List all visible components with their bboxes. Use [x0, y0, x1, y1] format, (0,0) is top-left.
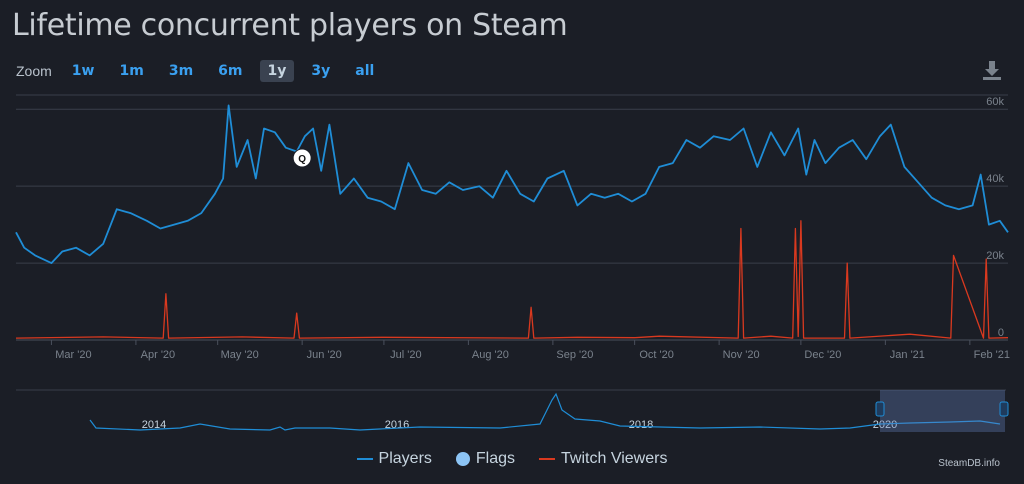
x-tick-label: Oct '20 — [639, 349, 674, 361]
y-axis-ticks: 0 20k 40k 60k — [986, 96, 1004, 339]
credit-label: SteamDB.info — [938, 458, 1000, 469]
series-layer — [15, 104, 1009, 339]
x-tick-label: Dec '20 — [804, 349, 841, 361]
zoom-1w-button[interactable]: 1w — [71, 63, 95, 79]
zoom-3y-button[interactable]: 3y — [311, 63, 331, 79]
grid-lines — [16, 94, 1008, 341]
x-tick-label: Mar '20 — [55, 349, 91, 361]
navigator-year-label: 2014 — [142, 419, 166, 431]
navigator-selection[interactable] — [880, 390, 1005, 432]
navigator-line — [89, 392, 1001, 431]
flag-marker[interactable] — [292, 148, 312, 168]
flag-marker-label: Q — [298, 154, 306, 165]
chart-title: Lifetime concurrent players on Steam — [12, 8, 568, 43]
x-tick-label: Apr '20 — [141, 349, 176, 361]
navigator-year-label: 2018 — [629, 419, 653, 431]
y-tick-label: 60k — [986, 96, 1004, 108]
legend-item-players[interactable]: Players — [356, 450, 432, 468]
zoom-bar: Zoom 1w 1m 3m 6m 1y 3y all — [16, 59, 391, 83]
x-tick-label: Jun '20 — [307, 349, 342, 361]
zoom-1y-button[interactable]: 1y — [259, 60, 295, 82]
navigator[interactable]: 2014 2016 2018 2020 — [16, 389, 1009, 432]
zoom-all-button[interactable]: all — [355, 63, 375, 79]
legend-label-flags: Flags — [475, 450, 516, 467]
navigator-handle[interactable] — [999, 401, 1009, 417]
legend-label-twitch: Twitch Viewers — [561, 450, 668, 467]
flags-dot-icon — [455, 452, 470, 466]
navigator-year-label: 2016 — [385, 419, 409, 431]
x-tick-label: May '20 — [221, 349, 259, 361]
navigator-year-label: 2020 — [873, 419, 897, 431]
y-tick-label: 20k — [986, 250, 1004, 262]
legend: Players Flags Twitch Viewers — [0, 450, 1024, 468]
x-tick-label: Jan '21 — [890, 349, 925, 361]
zoom-3m-button[interactable]: 3m — [168, 63, 194, 79]
x-tick-label: Aug '20 — [472, 349, 509, 361]
zoom-label: Zoom — [16, 63, 52, 79]
legend-item-flags[interactable]: Flags — [455, 450, 516, 468]
download-icon[interactable] — [982, 60, 1002, 82]
x-tick-label: Feb '21 — [974, 349, 1010, 361]
legend-label-players: Players — [378, 450, 432, 467]
y-tick-label: 0 — [998, 327, 1004, 339]
players-line-icon — [356, 458, 373, 460]
legend-item-twitch[interactable]: Twitch Viewers — [539, 450, 667, 468]
x-tick-label: Jul '20 — [390, 349, 421, 361]
players-series-line — [15, 104, 1009, 265]
twitch-series-line — [15, 220, 1009, 339]
twitch-line-icon — [539, 458, 556, 460]
x-tick-label: Nov '20 — [723, 349, 760, 361]
x-tick-label: Sep '20 — [556, 349, 593, 361]
navigator-handle[interactable] — [875, 401, 885, 417]
flags-layer: Q — [292, 148, 312, 168]
zoom-6m-button[interactable]: 6m — [218, 63, 243, 79]
zoom-1m-button[interactable]: 1m — [119, 63, 144, 79]
y-tick-label: 40k — [986, 173, 1004, 185]
x-axis-ticks: Mar '20 Apr '20 May '20 Jun '20 Jul '20 Aug '… — [50, 340, 1010, 361]
